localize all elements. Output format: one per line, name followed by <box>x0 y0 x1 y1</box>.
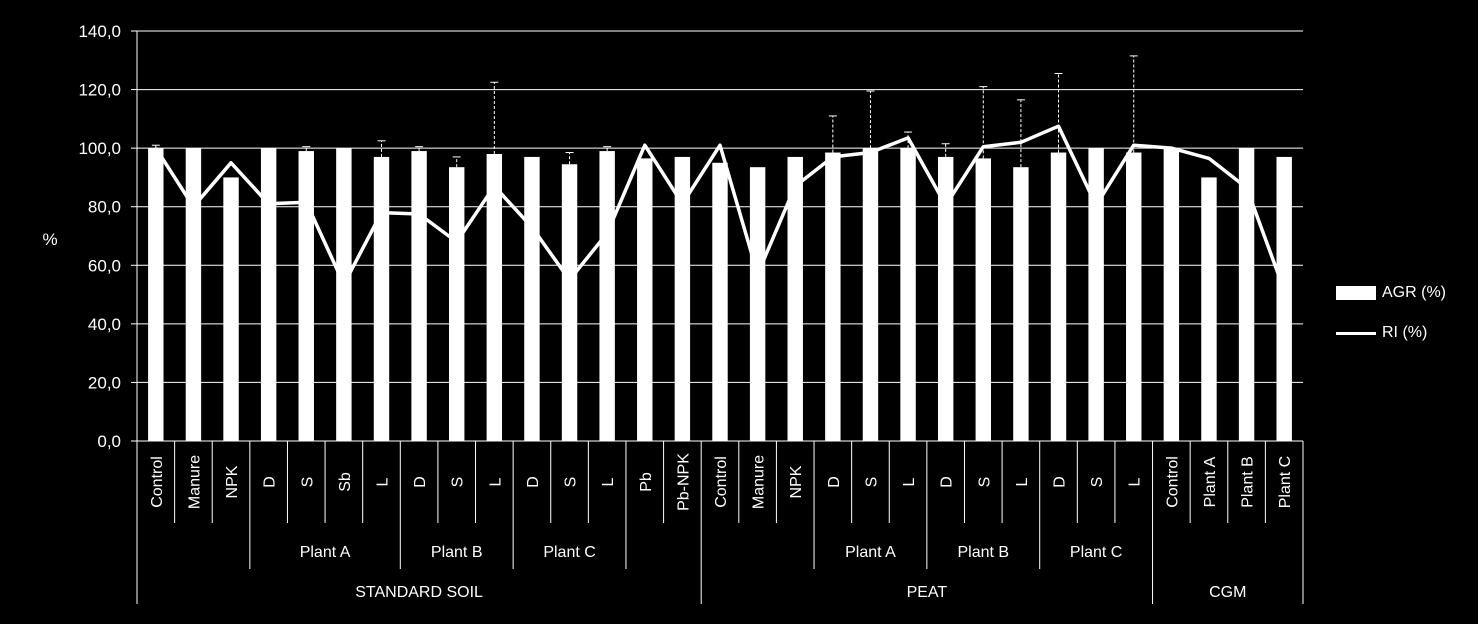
x-tick-label: Plant C <box>1277 456 1294 508</box>
legend-item-line: RI (%) <box>1336 322 1466 344</box>
x-tick-label: L <box>600 477 617 486</box>
x-tick-label: L <box>901 477 918 486</box>
bar <box>223 177 239 441</box>
bar <box>1013 167 1029 441</box>
x-tick-label: S <box>563 477 580 488</box>
legend: AGR (%) RI (%) <box>1336 282 1466 362</box>
bar <box>148 148 164 441</box>
x-tick-label: Sb <box>337 472 354 492</box>
bar <box>448 167 465 441</box>
x-tick-label: D <box>525 476 542 488</box>
x-tick-label: Manure <box>186 455 203 509</box>
bar <box>637 158 653 441</box>
x-tick-label: Control <box>149 456 166 508</box>
bar <box>185 148 202 441</box>
y-axis-label: % <box>42 230 57 249</box>
bar <box>825 152 841 442</box>
group-label-main: STANDARD SOIL <box>355 584 483 601</box>
x-tick-label: Pb <box>638 472 655 492</box>
x-tick-label: D <box>826 476 843 488</box>
y-tick-label: 120,0 <box>78 81 121 100</box>
bar <box>599 151 615 442</box>
bar <box>975 158 992 441</box>
y-tick-label: 100,0 <box>78 139 121 158</box>
bar <box>749 167 766 441</box>
bar <box>787 156 803 441</box>
y-tick-label: 40,0 <box>88 315 121 334</box>
x-tick-label: D <box>412 476 429 488</box>
bar <box>1276 156 1292 441</box>
bar <box>1238 148 1255 441</box>
ri-line <box>154 124 1286 291</box>
line-series <box>154 124 1286 291</box>
legend-label-bar: AGR (%) <box>1382 284 1446 301</box>
x-tick-label: S <box>450 477 467 488</box>
x-tick-label: Plant A <box>1202 456 1219 507</box>
bar <box>336 148 352 441</box>
group-label: Plant B <box>431 544 483 561</box>
bar <box>1088 148 1104 441</box>
y-tick-label: 140,0 <box>78 22 121 41</box>
bar <box>1163 148 1180 441</box>
bar <box>937 156 954 441</box>
x-tick-label: Control <box>1164 456 1181 508</box>
error-bars <box>151 55 1138 168</box>
bar <box>712 162 728 442</box>
group-label-main: PEAT <box>907 584 948 601</box>
bar <box>524 156 540 441</box>
bar <box>260 148 277 441</box>
bar-series <box>148 148 1292 442</box>
x-tick-label: L <box>374 477 391 486</box>
x-tick-label: D <box>1052 476 1069 488</box>
x-tick-label: NPK <box>224 465 241 498</box>
x-tick-label: Plant B <box>1240 456 1257 508</box>
bar <box>561 164 578 441</box>
x-tick-label: S <box>863 477 880 488</box>
bar <box>486 154 503 441</box>
x-tick-label: L <box>487 477 504 486</box>
x-tick-label: D <box>262 476 279 488</box>
legend-item-bar: AGR (%) <box>1336 282 1466 304</box>
y-tick-label: 20,0 <box>88 373 121 392</box>
bar <box>1201 177 1217 441</box>
bar <box>1050 152 1067 442</box>
bar <box>900 148 916 441</box>
bar <box>862 148 879 441</box>
x-tick-label: S <box>1089 477 1106 488</box>
y-axis: 0,0 20,0 40,0 60,0 80,0 100,0 120,0 140,0 <box>78 22 138 451</box>
bar <box>411 151 427 442</box>
bar <box>298 151 314 442</box>
x-tick-label: L <box>1014 477 1031 486</box>
group-label: Plant B <box>957 544 1009 561</box>
bar <box>373 156 390 441</box>
x-tick-label: S <box>299 477 316 488</box>
x-tick-label: Control <box>713 456 730 508</box>
legend-swatch-line <box>1336 331 1376 335</box>
x-tick-label: S <box>976 477 993 488</box>
x-tick-label: L <box>1127 477 1144 486</box>
x-tick-label: Pb-NPK <box>675 453 692 511</box>
x-axis: Control Manure NPK D S Sb L D S L D S L Pb Pb-NPK Contr… <box>136 440 1304 604</box>
y-tick-label: 60,0 <box>88 256 121 275</box>
y-tick-label: 0,0 <box>97 432 121 451</box>
y-tick-label: 80,0 <box>88 198 121 217</box>
x-tick-label: NPK <box>788 465 805 498</box>
x-tick-label: Manure <box>751 455 768 509</box>
group-label: Plant C <box>543 544 595 561</box>
legend-swatch-bar <box>1336 286 1376 300</box>
bar <box>1126 152 1142 442</box>
group-label: Plant A <box>300 544 351 561</box>
group-label: Plant A <box>845 544 896 561</box>
bar <box>674 156 691 441</box>
group-label: Plant C <box>1070 544 1122 561</box>
group-label-main: CGM <box>1209 584 1246 601</box>
x-tick-label: D <box>939 476 956 488</box>
legend-label-line: RI (%) <box>1382 324 1428 341</box>
